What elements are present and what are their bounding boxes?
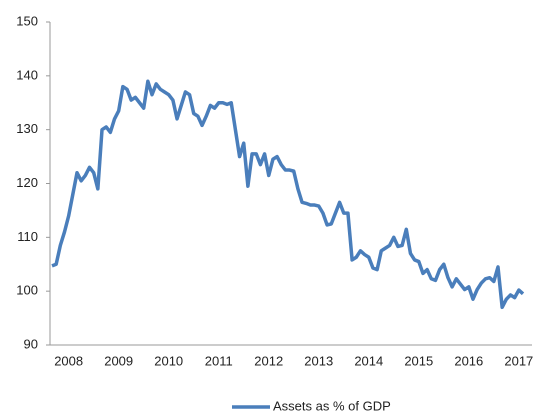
y-tick-label: 130	[16, 121, 38, 136]
legend-label: Assets as % of GDP	[273, 398, 391, 413]
x-tick-label: 2015	[404, 353, 433, 368]
y-tick-label: 140	[16, 67, 38, 82]
data-line	[51, 79, 525, 310]
x-tick-label: 2010	[154, 353, 183, 368]
x-tick-label: 2008	[54, 353, 83, 368]
y-tick-label: 110	[17, 229, 38, 244]
y-tick-label: 90	[24, 336, 38, 351]
y-tick-label: 120	[16, 175, 38, 190]
x-tick-label: 2016	[454, 353, 483, 368]
x-tick-label: 2009	[104, 353, 133, 368]
x-tick-label: 2014	[354, 353, 383, 368]
x-tick-label: 2011	[205, 353, 233, 368]
x-tick-label: 2013	[304, 353, 333, 368]
x-tick-label: 2012	[254, 353, 283, 368]
x-tick-label: 2017	[504, 353, 533, 368]
y-tick-label: 100	[16, 283, 38, 298]
y-tick-label: 150	[16, 13, 38, 28]
